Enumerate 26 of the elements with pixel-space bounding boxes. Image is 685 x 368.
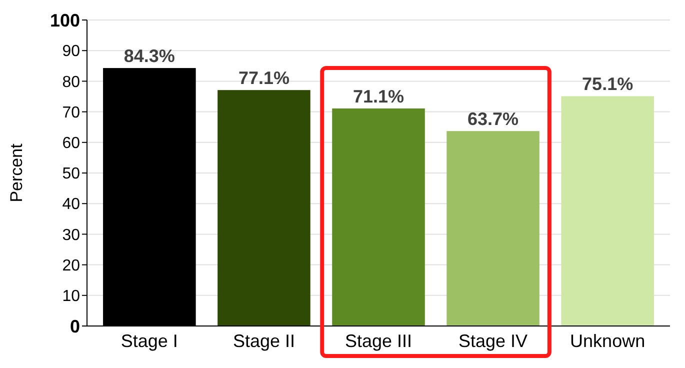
y-tick-label: 30 [62,226,80,244]
x-tick-label: Stage IV [458,331,528,351]
data-label: 63.7% [468,109,519,130]
y-tick-label: 70 [62,104,80,122]
y-tick-label: 50 [62,166,80,183]
y-tick-label: 0 [70,316,80,336]
x-tick-label: Stage II [232,331,295,351]
y-tick-label: 90 [62,43,80,60]
bar [446,131,540,326]
x-tick-label: Stage I [120,331,178,351]
y-tick-label: 100 [50,10,80,30]
y-axis-title: Percent [7,143,26,202]
data-label: 71.1% [352,86,404,106]
bar [332,108,425,326]
y-tick-label: 80 [62,74,80,91]
bar [218,90,310,326]
data-label: 84.3% [124,46,175,66]
y-tick-label: 40 [62,196,80,214]
y-tick-label: 10 [62,288,80,305]
data-label: 77.1% [238,68,290,88]
bar [561,96,654,326]
x-tick-label: Unknown [570,331,646,351]
y-tick-label: 60 [62,135,80,152]
x-tick-label: Stage III [344,331,412,351]
data-label: 75.1% [582,74,634,94]
y-tick-label: 20 [62,257,80,274]
